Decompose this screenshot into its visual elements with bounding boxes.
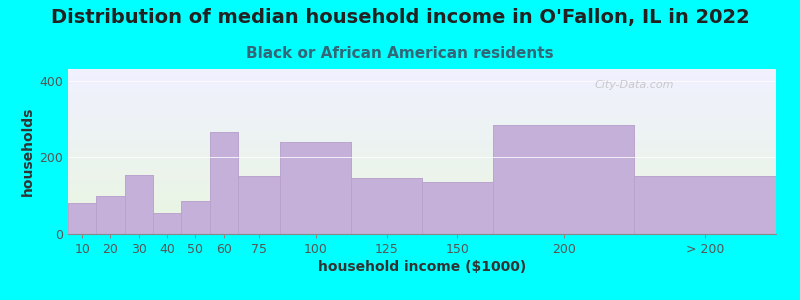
Bar — [238, 176, 280, 234]
Bar — [125, 175, 153, 234]
Bar — [68, 203, 96, 234]
Bar — [351, 178, 422, 234]
Bar — [493, 124, 634, 234]
Text: City-Data.com: City-Data.com — [594, 80, 674, 91]
Bar — [153, 213, 182, 234]
Bar — [96, 196, 125, 234]
Text: Black or African American residents: Black or African American residents — [246, 46, 554, 62]
Bar — [125, 175, 153, 234]
Bar — [68, 203, 96, 234]
Bar — [422, 182, 493, 234]
Bar — [634, 176, 776, 234]
Bar — [280, 142, 351, 234]
X-axis label: household income ($1000): household income ($1000) — [318, 260, 526, 274]
Bar — [351, 178, 422, 234]
Bar — [210, 132, 238, 234]
Bar — [153, 213, 182, 234]
Bar — [280, 142, 351, 234]
Y-axis label: households: households — [21, 107, 35, 196]
Bar — [210, 132, 238, 234]
Bar — [182, 201, 210, 234]
Bar — [422, 182, 493, 234]
Bar — [96, 196, 125, 234]
Text: Distribution of median household income in O'Fallon, IL in 2022: Distribution of median household income … — [50, 8, 750, 26]
Bar — [493, 124, 634, 234]
Bar — [238, 176, 280, 234]
Bar — [182, 201, 210, 234]
Bar — [634, 176, 776, 234]
